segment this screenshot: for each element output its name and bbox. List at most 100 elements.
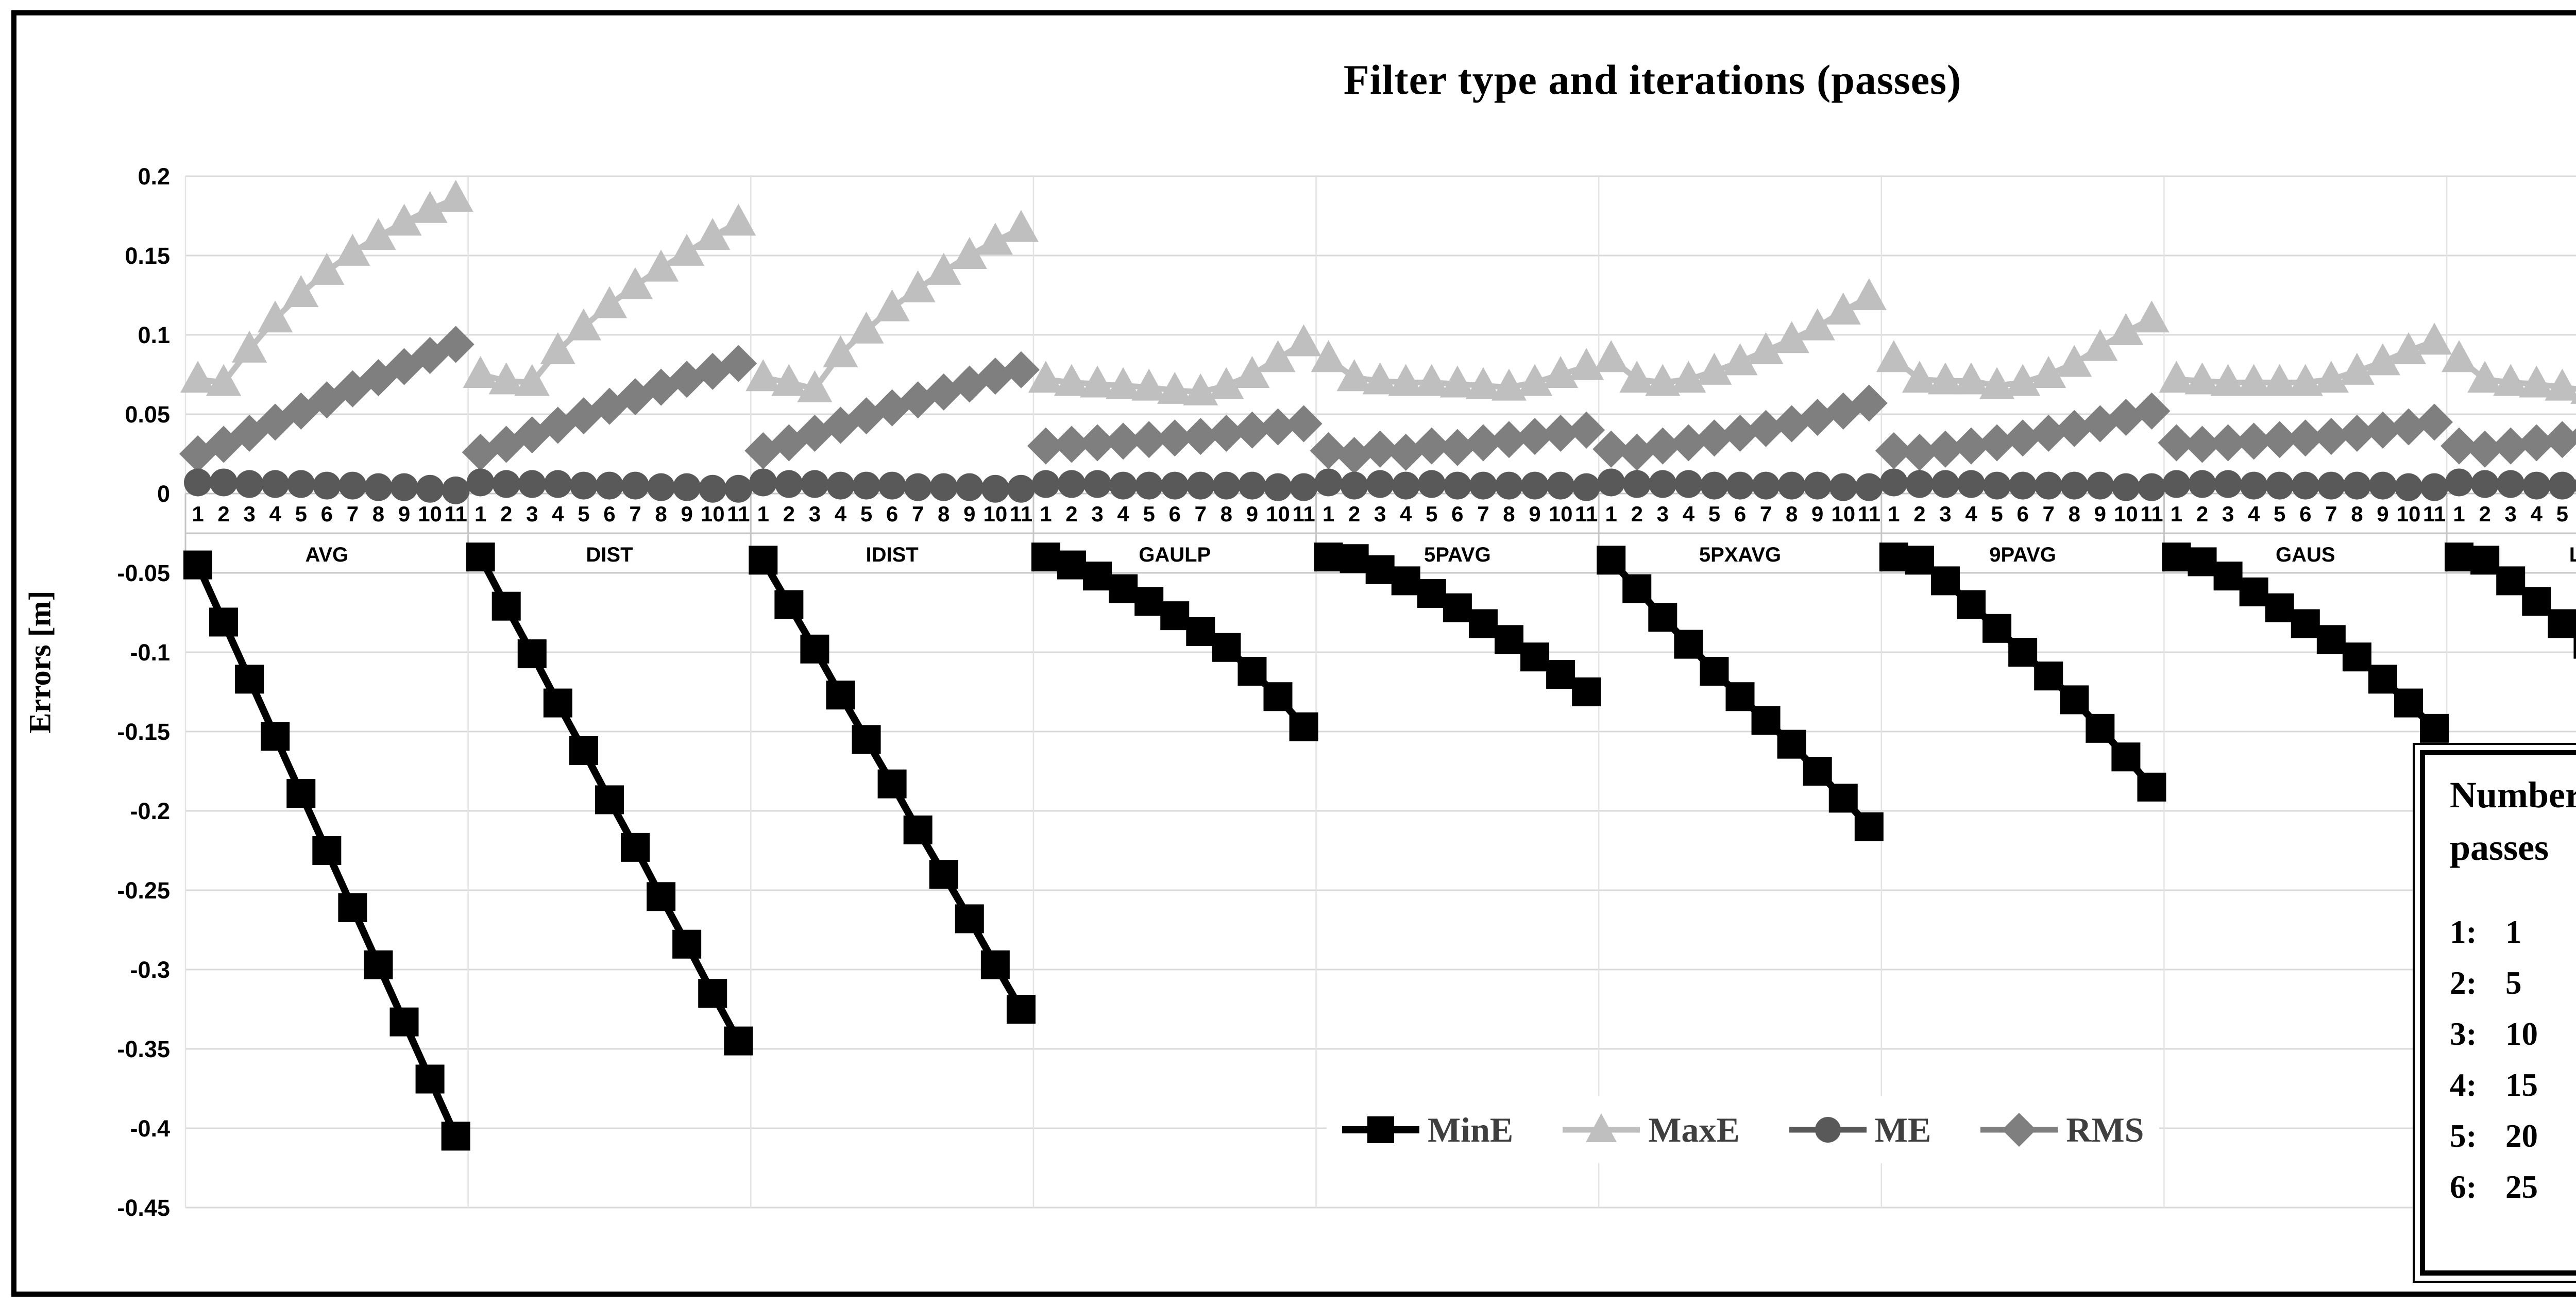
series-marker-ME: [2548, 471, 2576, 500]
x-pass-label: 4: [1400, 502, 1412, 526]
series-marker-MinE: [1057, 550, 1086, 580]
x-pass-label: 8: [2351, 502, 2363, 526]
x-pass-label: 4: [1117, 502, 1129, 526]
x-pass-label: 9: [2094, 502, 2106, 526]
series-marker-ME: [2188, 470, 2216, 498]
series-marker-ME: [1443, 471, 1471, 500]
legend-label-MinE: MinE: [1428, 1110, 1514, 1149]
series-marker-RMS: [1259, 408, 1297, 446]
series-marker-MaxE: [1234, 356, 1270, 388]
series-marker-ME: [1905, 470, 1934, 498]
x-pass-label: 3: [2222, 502, 2234, 526]
series-marker-ME: [2368, 471, 2397, 500]
series-marker-RMS: [1387, 433, 1425, 471]
series-marker-MinE: [261, 722, 290, 751]
series-marker-MaxE: [1645, 364, 1681, 396]
series-marker-MaxE: [232, 330, 267, 363]
series-marker-MinE: [1751, 706, 1781, 735]
series-marker-ME: [2138, 473, 2166, 501]
x-pass-label: 5: [2274, 502, 2285, 526]
series-marker-ME: [1855, 473, 1883, 501]
series-marker-MinE: [1365, 555, 1395, 584]
series-marker-RMS: [1696, 419, 1733, 457]
x-pass-label: 5: [295, 502, 307, 526]
series-marker-RMS: [1644, 427, 1682, 465]
series-marker-MaxE: [2082, 329, 2118, 361]
legend-label-ME: ME: [1874, 1110, 1931, 1149]
series-marker-RMS: [1670, 424, 1707, 462]
series-marker-RMS: [2235, 422, 2273, 460]
series-marker-MinE: [492, 591, 521, 621]
series-marker-MaxE: [1619, 361, 1655, 393]
x-pass-label: 4: [269, 502, 282, 526]
series-marker-MinE: [183, 550, 212, 580]
series-marker-MinE: [1186, 617, 1215, 646]
series-marker-RMS: [1053, 426, 1090, 463]
panel-name-label: GAUS: [2276, 544, 2335, 566]
series-marker-ME: [313, 471, 341, 500]
series-marker-MaxE: [2287, 364, 2323, 396]
series-marker-MaxE: [2184, 362, 2220, 395]
legend-item-MinE: MinE: [1342, 1110, 1513, 1150]
x-pass-label: 7: [1760, 502, 1772, 526]
panel-name-label: GAULP: [1139, 544, 1211, 566]
x-pass-label: 4: [2531, 502, 2543, 526]
series-marker-ME: [1187, 471, 1215, 500]
series-marker-MinE: [698, 979, 727, 1008]
x-pass-label: 11: [1575, 502, 1598, 526]
x-pass-label: 7: [2043, 502, 2055, 526]
series-marker-MaxE: [617, 267, 653, 299]
series-marker-MinE: [209, 607, 239, 637]
x-pass-label: 11: [727, 502, 750, 526]
series-marker-MaxE: [1003, 210, 1039, 242]
series-marker-ME: [261, 470, 290, 498]
series-marker-MaxE: [361, 218, 396, 250]
series-marker-ME: [569, 471, 598, 500]
x-pass-label: 10: [1831, 502, 1855, 526]
x-pass-label: 10: [418, 502, 442, 526]
y-tick-label: 0.1: [138, 322, 170, 348]
x-pass-label: 7: [912, 502, 924, 526]
series-marker-ME: [1264, 473, 1292, 501]
series-marker-MaxE: [1311, 340, 1346, 372]
series-marker-ME: [1366, 470, 1394, 498]
x-pass-label: 7: [2325, 502, 2337, 526]
series-marker-MinE: [1468, 609, 1498, 638]
series-marker-ME: [1109, 471, 1138, 500]
series-marker-ME: [2395, 473, 2423, 501]
series-marker-RMS: [2569, 428, 2576, 442]
pass-count: 20: [2505, 1118, 2538, 1155]
x-pass-label: 9: [681, 502, 692, 526]
series-marker-MinE: [774, 590, 804, 619]
series-marker-MinE: [2239, 577, 2268, 606]
series-marker-MaxE: [1079, 365, 1115, 398]
series-marker-MaxE: [1183, 373, 1218, 405]
series-marker-MinE: [415, 1064, 445, 1094]
series-marker-ME: [287, 470, 315, 498]
series-marker-RMS: [2133, 392, 2171, 430]
series-marker-MaxE: [1157, 371, 1193, 404]
series-marker-MaxE: [540, 332, 575, 364]
series-marker-ME: [2574, 479, 2576, 493]
series-marker-RMS: [1926, 430, 1964, 468]
series-marker-RMS: [2158, 424, 2195, 462]
series-marker-RMS: [1978, 424, 2016, 462]
series-marker-MinE: [877, 769, 907, 799]
series-marker-ME: [1829, 473, 1857, 501]
y-tick-label: -0.05: [117, 560, 170, 586]
series-marker-ME: [2291, 471, 2319, 500]
x-pass-label: 5: [2556, 502, 2568, 526]
series-marker-ME: [364, 473, 393, 501]
x-pass-label: 4: [552, 502, 564, 526]
series-marker-MinE: [338, 893, 367, 922]
series-marker-MaxE: [2441, 340, 2477, 372]
series-marker-MaxE: [849, 311, 884, 344]
series-marker-RMS: [1747, 410, 1785, 447]
series-marker-MinE: [672, 929, 702, 959]
series-marker-MaxE: [2570, 394, 2576, 404]
pass-index: 4:: [2450, 1067, 2477, 1104]
legend-marker-circle-icon: [1789, 1117, 1867, 1143]
x-pass-label: 2: [1348, 502, 1360, 526]
series-marker-MinE: [1854, 812, 1884, 841]
